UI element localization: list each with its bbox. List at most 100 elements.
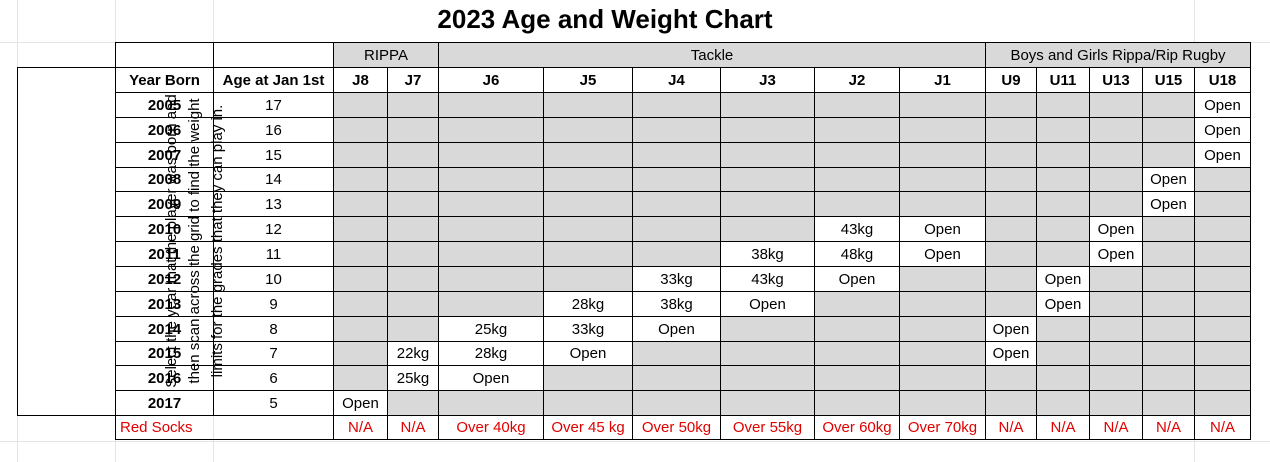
empty-cell [543, 266, 633, 292]
empty-cell [1089, 316, 1143, 342]
grade-header: U11 [1036, 67, 1090, 93]
empty-cell [1089, 117, 1143, 143]
empty-cell [985, 167, 1037, 192]
empty-cell [333, 365, 388, 391]
empty-cell [632, 191, 721, 217]
grade-header: J7 [387, 67, 439, 93]
limit-cell: 43kg [814, 216, 900, 242]
empty-cell [1089, 365, 1143, 391]
limit-cell: Open [1194, 142, 1251, 168]
empty-cell [632, 365, 721, 391]
empty-cell [985, 117, 1037, 143]
empty-cell [899, 266, 986, 292]
limit-cell: Open [985, 316, 1037, 342]
empty-cell [1194, 390, 1251, 416]
empty-cell [1194, 365, 1251, 391]
instructions-cell [17, 67, 116, 416]
limit-cell: Open [632, 316, 721, 342]
empty-cell [387, 291, 439, 317]
empty-cell [1089, 266, 1143, 292]
empty-cell [333, 167, 388, 192]
empty-cell [438, 167, 544, 192]
empty-cell [438, 241, 544, 267]
empty-cell [1036, 92, 1090, 118]
empty-cell [1089, 341, 1143, 366]
empty-cell [720, 167, 815, 192]
empty-cell [1089, 390, 1143, 416]
empty-cell [720, 92, 815, 118]
limit-cell: 28kg [543, 291, 633, 317]
empty-cell [985, 191, 1037, 217]
footer-cell: N/A [333, 415, 388, 440]
grade-header: U9 [985, 67, 1037, 93]
empty-cell [632, 390, 721, 416]
empty-cell [1089, 291, 1143, 317]
empty-cell [1036, 191, 1090, 217]
footer-cell: N/A [1089, 415, 1143, 440]
empty-cell [720, 216, 815, 242]
empty-cell [333, 316, 388, 342]
limit-cell: Open [333, 390, 388, 416]
empty-cell [814, 117, 900, 143]
empty-cell [720, 390, 815, 416]
empty-cell [543, 117, 633, 143]
limit-cell: Open [1089, 216, 1143, 242]
limit-cell: Open [1194, 92, 1251, 118]
empty-cell [387, 266, 439, 292]
limit-cell: Open [543, 341, 633, 366]
grade-header: U15 [1142, 67, 1195, 93]
empty-cell [387, 191, 439, 217]
footer-cell: N/A [1036, 415, 1090, 440]
empty-cell [387, 216, 439, 242]
empty-cell [899, 390, 986, 416]
grade-header: J1 [899, 67, 986, 93]
empty-cell [899, 92, 986, 118]
empty-cell [985, 266, 1037, 292]
limit-cell: Open [899, 241, 986, 267]
empty-cell [1142, 241, 1195, 267]
empty-cell [1036, 142, 1090, 168]
empty-cell [333, 216, 388, 242]
footer-cell: Over 60kg [814, 415, 900, 440]
empty-cell [333, 341, 388, 366]
group-header: Boys and Girls Rippa/Rip Rugby [985, 42, 1251, 68]
grade-header: J3 [720, 67, 815, 93]
empty-cell [1036, 117, 1090, 143]
grade-header: J8 [333, 67, 388, 93]
empty-cell [543, 365, 633, 391]
footer-cell: N/A [1194, 415, 1251, 440]
empty-cell [1036, 365, 1090, 391]
empty-cell [333, 191, 388, 217]
title: 2023 Age and Weight Chart [437, 4, 773, 34]
grade-header: J5 [543, 67, 633, 93]
empty-cell [814, 341, 900, 366]
limit-cell: Open [1194, 117, 1251, 143]
empty-cell [985, 365, 1037, 391]
empty-cell [387, 390, 439, 416]
empty-cell [1194, 241, 1251, 267]
limit-cell: 22kg [387, 341, 439, 366]
empty-cell [985, 216, 1037, 242]
empty-cell [985, 241, 1037, 267]
empty-cell [899, 142, 986, 168]
empty-cell [333, 92, 388, 118]
limit-cell: 43kg [720, 266, 815, 292]
group-header: RIPPA [333, 42, 439, 68]
empty-cell [543, 167, 633, 192]
empty-cell [1194, 266, 1251, 292]
footer-cell: Over 40kg [438, 415, 544, 440]
footer-cell: Over 55kg [720, 415, 815, 440]
limit-cell: 38kg [720, 241, 815, 267]
empty-cell [1089, 142, 1143, 168]
empty-cell [438, 191, 544, 217]
empty-cell [387, 117, 439, 143]
empty-cell [438, 216, 544, 242]
empty-cell [1036, 241, 1090, 267]
empty-cell [333, 291, 388, 317]
empty-cell [438, 291, 544, 317]
footer-label: Red Socks [115, 415, 334, 440]
empty-cell [387, 316, 439, 342]
empty-cell [899, 316, 986, 342]
empty-cell [720, 191, 815, 217]
